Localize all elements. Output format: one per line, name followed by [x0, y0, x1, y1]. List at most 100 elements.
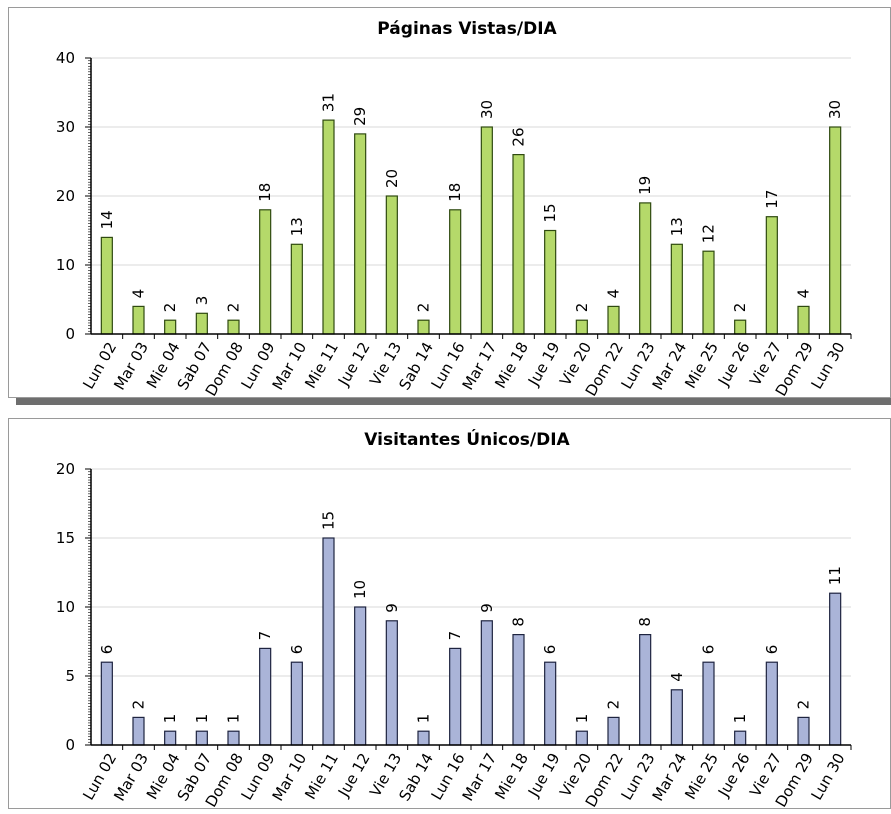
chart1-bar [195, 312, 208, 335]
chart2-bar [702, 661, 715, 746]
chart2-data-label: 1 [161, 714, 179, 724]
chart1-data-label: 30 [478, 100, 496, 119]
chart1-y-tick-label: 20 [56, 187, 75, 205]
chart1-data-label: 26 [510, 128, 528, 147]
chart1-bar [734, 319, 747, 335]
chart2-bar [164, 730, 177, 746]
chart1-bar [290, 243, 303, 335]
chart1-x-tick-label: Jue 12 [334, 339, 374, 390]
chart1-bar [829, 126, 842, 335]
chart1-bar [354, 133, 367, 335]
chart1-data-label: 2 [731, 303, 749, 313]
chart1-bar [575, 319, 588, 335]
chart1-panel-shadow [16, 397, 891, 405]
chart2-bar [385, 620, 398, 746]
chart1-bar [480, 126, 493, 335]
chart1-bar [512, 154, 525, 335]
chart2-data-label: 6 [541, 645, 559, 655]
chart1-data-label: 20 [383, 169, 401, 188]
chart2-y-tick-label: 0 [65, 736, 75, 754]
chart2-bar [290, 661, 303, 746]
chart2-bar [259, 647, 272, 746]
chart1-data-label: 18 [256, 183, 274, 202]
chart1-data-label: 15 [541, 203, 559, 222]
chart2-x-tick-label: Jue 19 [524, 750, 564, 801]
chart2-data-label: 11 [826, 566, 844, 585]
chart1-bar [100, 236, 113, 335]
chart2-data-label: 6 [763, 645, 781, 655]
chart1-y-tick-label: 0 [65, 325, 75, 343]
chart2-data-label: 1 [225, 714, 243, 724]
chart2-y-tick-label: 15 [56, 529, 75, 547]
chart1-data-label: 12 [700, 224, 718, 243]
chart2-data-label: 7 [446, 631, 464, 641]
chart2-y-tick-label: 10 [56, 598, 75, 616]
chart2-bar [607, 716, 620, 746]
chart1-y-tick-label: 30 [56, 118, 75, 136]
chart1-bar [797, 305, 810, 335]
chart2-bar [132, 716, 145, 746]
chart2-data-label: 6 [700, 645, 718, 655]
chart2-bar [417, 730, 430, 746]
chart1-bar [544, 229, 557, 335]
chart2-data-label: 2 [795, 700, 813, 710]
chart1-bar [417, 319, 430, 335]
chart2-data-label: 1 [731, 714, 749, 724]
chart2-data-label: 8 [510, 617, 528, 627]
chart1-y-tick-label: 40 [56, 49, 75, 67]
chart1-bar [322, 119, 335, 335]
chart1-bar [259, 209, 272, 335]
chart1-title: Páginas Vistas/DIA [377, 19, 557, 39]
chart2-bar [354, 606, 367, 746]
chart1-panel: Páginas Vistas/DIA 0 10 20 30 40 14 Lun 02 4 Mar … [8, 7, 891, 399]
chart2-panel: Visitantes Únicos/DIA 0 5 10 15 20 6 Lun 02 2 Mar… [8, 418, 891, 810]
chart2-data-label: 9 [383, 603, 401, 613]
chart1-bar [639, 202, 652, 335]
chart1-bar [702, 250, 715, 335]
chart2-bar [734, 730, 747, 746]
chart1-data-label: 13 [288, 217, 306, 236]
chart1-y-tick-label: 10 [56, 256, 75, 274]
chart1-bar [765, 216, 778, 335]
chart1-data-label: 2 [573, 303, 591, 313]
chart1-data-label: 30 [826, 100, 844, 119]
chart2-data-label: 10 [351, 580, 369, 599]
chart2-data-label: 1 [573, 714, 591, 724]
chart2-data-label: 9 [478, 603, 496, 613]
chart2-x-tick-label: Jue 26 [714, 750, 754, 801]
chart1-data-label: 19 [636, 176, 654, 195]
chart1-bar [607, 305, 620, 335]
chart2-data-label: 6 [288, 645, 306, 655]
chart2-data-label: 15 [320, 511, 338, 530]
chart2-bar [195, 730, 208, 746]
chart1-bar [385, 195, 398, 335]
chart1-data-label: 17 [763, 190, 781, 209]
chart2-bar [480, 620, 493, 746]
chart1-bar [164, 319, 177, 335]
chart1-data-label: 31 [320, 93, 338, 112]
chart2-bar [829, 592, 842, 746]
chart2-bar [765, 661, 778, 746]
chart2-bar [575, 730, 588, 746]
chart1-data-label: 2 [225, 303, 243, 313]
chart1-data-label: 2 [415, 303, 433, 313]
chart1-data-label: 2 [161, 303, 179, 313]
chart2-y-tick-label: 20 [56, 460, 75, 478]
chart1-data-label: 4 [795, 289, 813, 299]
chart2-bar [100, 661, 113, 746]
chart1-data-label: 3 [193, 296, 211, 306]
chart1-data-label: 13 [668, 217, 686, 236]
chart2-bar [544, 661, 557, 746]
chart2-data-label: 2 [130, 700, 148, 710]
chart2-title: Visitantes Únicos/DIA [364, 428, 570, 450]
chart1-x-tick-label: Jue 19 [524, 339, 564, 390]
chart2-data-label: 2 [605, 700, 623, 710]
chart1-data-label: 14 [98, 210, 116, 229]
chart2-data-label: 1 [193, 714, 211, 724]
chart2-bar [512, 634, 525, 746]
chart2-bar [227, 730, 240, 746]
chart2-x-tick-label: Jue 12 [334, 750, 374, 801]
chart2-bar [639, 634, 652, 746]
